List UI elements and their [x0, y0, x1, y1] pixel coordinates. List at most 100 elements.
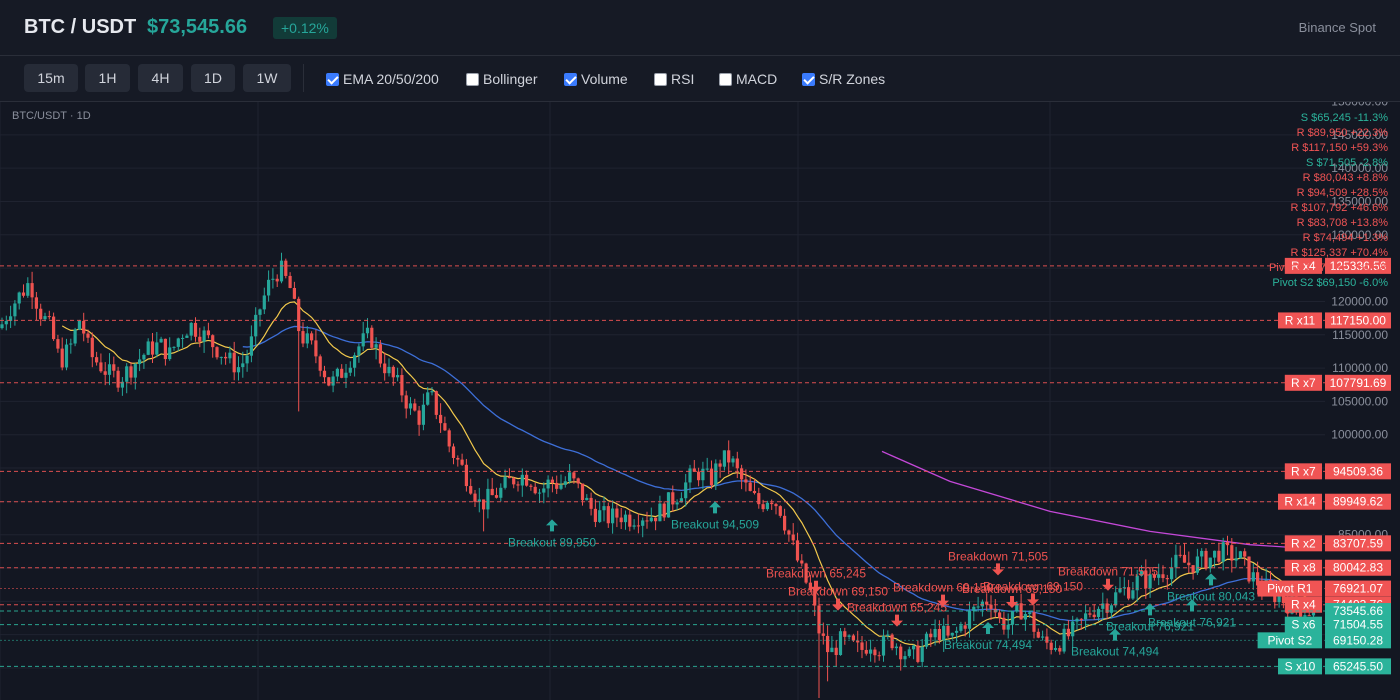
breakout-signal[interactable]: Breakout 80,043 [1167, 573, 1255, 603]
candle[interactable] [718, 459, 722, 478]
candle[interactable] [301, 322, 305, 348]
candle[interactable] [903, 651, 907, 668]
candle[interactable] [477, 487, 481, 513]
candle[interactable] [568, 464, 572, 484]
candle[interactable] [684, 473, 688, 507]
candle[interactable] [335, 367, 339, 382]
candle[interactable] [95, 351, 99, 366]
candle[interactable] [1071, 615, 1075, 649]
candle[interactable] [937, 620, 941, 644]
candle[interactable] [1195, 548, 1199, 576]
candle[interactable] [168, 337, 172, 361]
candle[interactable] [628, 509, 632, 532]
candle[interactable] [374, 337, 378, 360]
candle[interactable] [353, 352, 357, 377]
candle[interactable] [864, 641, 868, 656]
candle[interactable] [43, 312, 47, 322]
candle[interactable] [1170, 557, 1174, 587]
candle[interactable] [150, 332, 155, 364]
candle[interactable] [542, 482, 546, 504]
candle[interactable] [709, 460, 714, 489]
candle[interactable] [572, 471, 576, 484]
candle[interactable] [17, 291, 21, 310]
candle[interactable] [877, 651, 881, 661]
candle[interactable] [249, 325, 253, 363]
candle[interactable] [185, 333, 189, 338]
breakout-signal[interactable]: Breakout 76,921 [1106, 603, 1194, 633]
candle[interactable] [1036, 628, 1040, 639]
candle[interactable] [563, 476, 567, 488]
candle[interactable] [658, 495, 662, 522]
candle[interactable] [649, 507, 653, 523]
candle[interactable] [1062, 623, 1066, 654]
toggle-sr-zones[interactable]: S/R Zones [802, 70, 885, 88]
candle[interactable] [1032, 604, 1036, 639]
candle[interactable] [675, 499, 679, 511]
candle[interactable] [396, 367, 400, 382]
candle[interactable] [370, 325, 374, 350]
candle[interactable] [163, 338, 167, 366]
candle[interactable] [241, 351, 245, 378]
candle[interactable] [950, 632, 954, 640]
timeframe-button-1w[interactable]: 1W [243, 64, 291, 92]
candle[interactable] [783, 508, 787, 535]
candle[interactable] [383, 352, 387, 381]
candle[interactable] [555, 475, 559, 495]
breakout-signal[interactable]: Breakout 89,950 [508, 519, 596, 549]
candle[interactable] [507, 468, 511, 479]
candle[interactable] [464, 458, 468, 492]
candle[interactable] [1019, 593, 1023, 620]
candle[interactable] [585, 494, 589, 501]
candle[interactable] [735, 451, 739, 479]
candle[interactable] [722, 450, 726, 471]
price-chart[interactable]: 150000.00 145000.00 140000.00 135000.00 1300… [0, 102, 1400, 700]
breakdown-signal[interactable]: Breakdown 69,150 [893, 581, 993, 607]
candle[interactable] [417, 405, 421, 436]
candle[interactable] [580, 483, 585, 506]
candle[interactable] [606, 502, 610, 528]
candle[interactable] [176, 337, 180, 352]
candle[interactable] [778, 505, 782, 518]
candle[interactable] [1230, 538, 1234, 573]
candle[interactable] [838, 628, 843, 656]
candle[interactable] [73, 327, 77, 347]
candle[interactable] [52, 312, 56, 341]
candle[interactable] [619, 508, 623, 530]
candle[interactable] [86, 329, 90, 343]
candle[interactable] [34, 292, 38, 321]
candle[interactable] [920, 639, 924, 668]
candle[interactable] [1058, 645, 1062, 655]
candle[interactable] [189, 321, 193, 341]
candle[interactable] [899, 643, 903, 671]
candle[interactable] [559, 474, 563, 491]
candle[interactable] [82, 312, 86, 342]
candle[interactable] [1049, 639, 1053, 655]
candle[interactable] [107, 353, 112, 386]
candle[interactable] [47, 310, 51, 320]
candle[interactable] [1122, 577, 1126, 596]
candle[interactable] [1105, 598, 1109, 620]
candle[interactable] [985, 593, 989, 612]
candle[interactable] [1066, 620, 1070, 640]
candle[interactable] [826, 625, 830, 682]
candle[interactable] [963, 621, 967, 637]
candle[interactable] [602, 496, 606, 522]
candle[interactable] [404, 390, 408, 419]
candle[interactable] [1238, 550, 1242, 559]
candle[interactable] [593, 499, 597, 528]
candle[interactable] [60, 337, 64, 371]
candle[interactable] [520, 468, 524, 497]
timeframe-button-1d[interactable]: 1D [191, 64, 235, 92]
candle[interactable] [99, 353, 103, 373]
candle[interactable] [1053, 640, 1058, 652]
candle[interactable] [39, 303, 43, 326]
candle[interactable] [1208, 557, 1212, 573]
candle[interactable] [378, 339, 382, 368]
candle[interactable] [765, 500, 769, 511]
candle[interactable] [1002, 611, 1006, 635]
candle[interactable] [817, 597, 821, 698]
candle[interactable] [912, 644, 916, 660]
breakdown-signal[interactable]: Breakdown 71,505 [948, 549, 1048, 576]
toggle-rsi[interactable]: RSI [654, 70, 696, 88]
candle[interactable] [821, 622, 825, 645]
